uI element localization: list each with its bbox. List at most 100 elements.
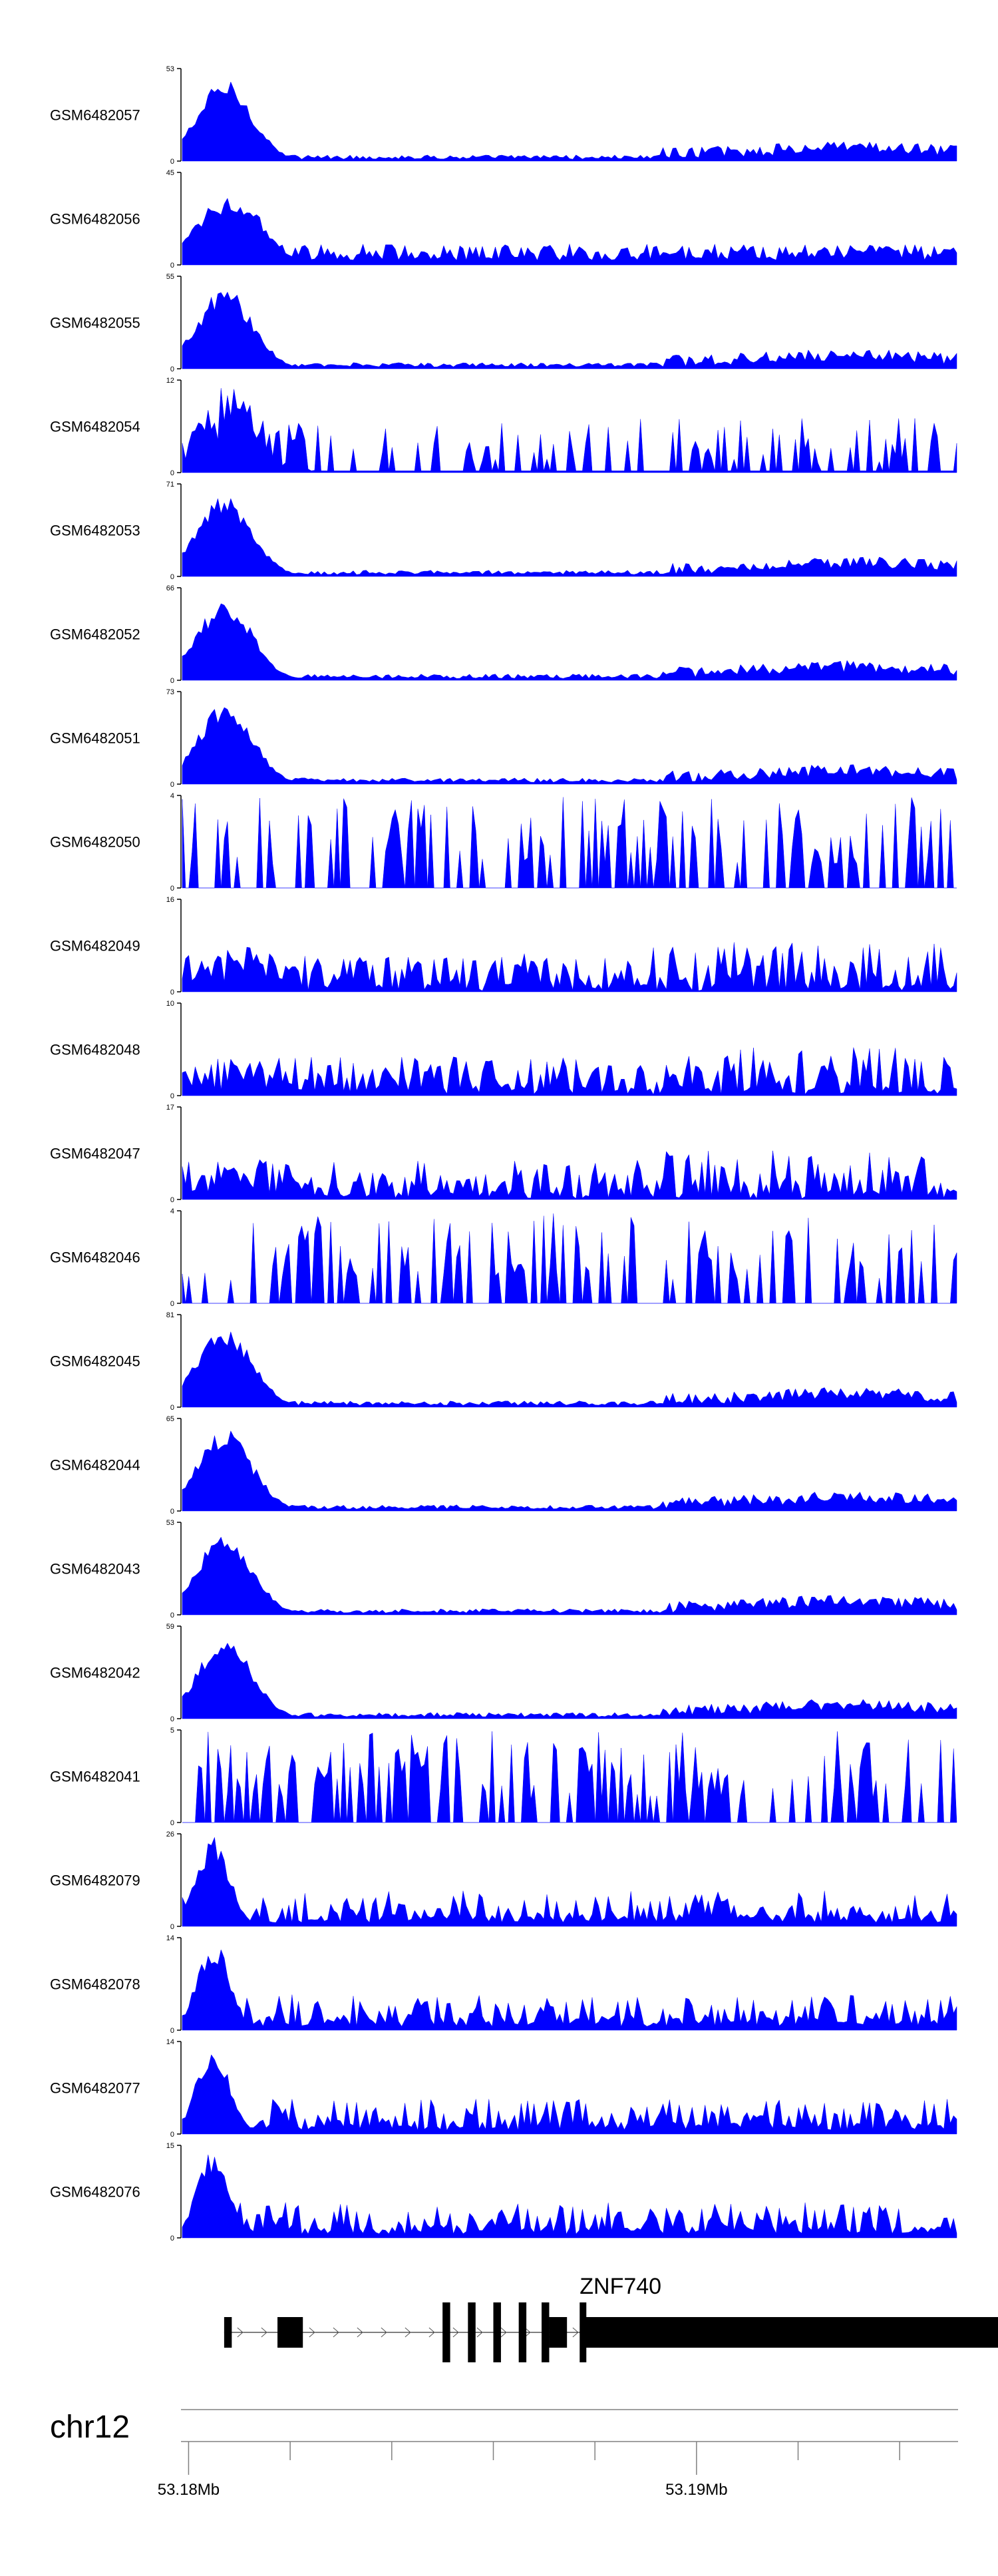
gene-exon xyxy=(584,2317,998,2348)
track-label: GSM6482077 xyxy=(50,2080,140,2097)
track-label: GSM6482076 xyxy=(50,2184,140,2201)
track-ymin-label: 0 xyxy=(170,677,174,685)
track-GSM6482050: GSM6482050 4 0 xyxy=(50,792,957,893)
signal-area xyxy=(182,1836,957,1927)
track-ymax-label: 14 xyxy=(166,2038,174,2046)
signal-area xyxy=(182,1430,957,1512)
signal-area xyxy=(182,1047,957,1096)
track-ymax-label: 10 xyxy=(166,1000,174,1008)
signal-area xyxy=(182,388,957,473)
signal-area xyxy=(182,1642,957,1719)
genome-axis: chr12 53.18Mb 53.19Mb xyxy=(50,2409,958,2499)
track-label: GSM6482041 xyxy=(50,1769,140,1785)
track-ymin-label: 0 xyxy=(170,573,174,581)
track-ymin-label: 0 xyxy=(170,2131,174,2139)
gene-model: ZNF740 xyxy=(224,2274,998,2362)
track-ymax-label: 4 xyxy=(170,1207,174,1215)
signal-area xyxy=(182,1949,957,2031)
track-label: GSM6482078 xyxy=(50,1976,140,1993)
track-ymin-label: 0 xyxy=(170,2027,174,2035)
track-ymin-label: 0 xyxy=(170,781,174,789)
track-ymin-label: 0 xyxy=(170,1611,174,1619)
track-ymax-label: 81 xyxy=(166,1311,174,1319)
track-ymax-label: 5 xyxy=(170,1727,174,1735)
track-label: GSM6482047 xyxy=(50,1146,140,1162)
signal-area xyxy=(182,81,957,162)
strand-arrow xyxy=(428,2327,435,2338)
track-GSM6482055: GSM6482055 55 0 xyxy=(50,273,957,373)
signal-area xyxy=(182,498,957,577)
x-tick-label: 53.18Mb xyxy=(158,2481,220,2499)
track-ymin-label: 0 xyxy=(170,1923,174,1931)
track-label: GSM6482079 xyxy=(50,1872,140,1889)
track-ymax-label: 12 xyxy=(166,377,174,385)
strand-arrow xyxy=(476,2327,483,2338)
track-label: GSM6482048 xyxy=(50,1042,140,1058)
track-ymin-label: 0 xyxy=(170,1300,174,1308)
strand-arrow xyxy=(524,2327,531,2338)
signal-area xyxy=(182,1731,957,1823)
signal-area xyxy=(182,797,957,889)
track-ymin-label: 0 xyxy=(170,988,174,996)
track-GSM6482043: GSM6482043 53 0 xyxy=(50,1519,957,1619)
track-GSM6482048: GSM6482048 10 0 xyxy=(50,1000,957,1100)
track-GSM6482079: GSM6482079 26 0 xyxy=(50,1830,957,1931)
strand-arrow xyxy=(237,2327,244,2338)
track-label: GSM6482057 xyxy=(50,107,140,124)
track-GSM6482052: GSM6482052 66 0 xyxy=(50,584,957,685)
track-label: GSM6482052 xyxy=(50,626,140,643)
track-label: GSM6482054 xyxy=(50,419,140,435)
track-ymax-label: 45 xyxy=(166,169,174,177)
track-ymin-label: 0 xyxy=(170,1092,174,1100)
signal-area xyxy=(182,2054,957,2135)
signal-area xyxy=(182,292,957,369)
track-GSM6482042: GSM6482042 59 0 xyxy=(50,1623,957,1723)
gene-exon xyxy=(277,2317,303,2348)
strand-arrow xyxy=(333,2327,339,2338)
track-ymin-label: 0 xyxy=(170,1404,174,1412)
track-label: GSM6482046 xyxy=(50,1249,140,1266)
track-GSM6482051: GSM6482051 73 0 xyxy=(50,688,957,789)
signal-area xyxy=(182,1213,957,1304)
track-ymin-label: 0 xyxy=(170,365,174,373)
strand-arrow xyxy=(357,2327,363,2338)
signal-area xyxy=(182,942,957,992)
track-ymax-label: 53 xyxy=(166,65,174,73)
track-ymax-label: 59 xyxy=(166,1623,174,1631)
track-ymax-label: 55 xyxy=(166,273,174,281)
track-ymax-label: 26 xyxy=(166,1830,174,1838)
track-ymin-label: 0 xyxy=(170,2235,174,2243)
track-ymax-label: 14 xyxy=(166,1934,174,1942)
strand-arrow xyxy=(500,2327,507,2338)
track-GSM6482046: GSM6482046 4 0 xyxy=(50,1207,957,1308)
strand-arrow xyxy=(309,2327,315,2338)
chromosome-label: chr12 xyxy=(50,2410,130,2445)
track-GSM6482054: GSM6482054 12 0 xyxy=(50,377,957,477)
track-ymin-label: 0 xyxy=(170,158,174,166)
signal-area xyxy=(182,707,957,785)
track-GSM6482047: GSM6482047 17 0 xyxy=(50,1104,957,1204)
track-ymax-label: 53 xyxy=(166,1519,174,1527)
track-label: GSM6482043 xyxy=(50,1561,140,1578)
track-GSM6482056: GSM6482056 45 0 xyxy=(50,169,957,270)
gene-exon xyxy=(442,2302,450,2362)
track-GSM6482076: GSM6482076 15 0 xyxy=(50,2142,957,2243)
track-label: GSM6482055 xyxy=(50,315,140,331)
track-ymin-label: 0 xyxy=(170,1196,174,1204)
track-GSM6482078: GSM6482078 14 0 xyxy=(50,1934,957,2035)
track-ymin-label: 0 xyxy=(170,1508,174,1516)
signal-area xyxy=(182,1536,957,1615)
track-ymin-label: 0 xyxy=(170,469,174,477)
track-GSM6482077: GSM6482077 14 0 xyxy=(50,2038,957,2139)
track-ymax-label: 71 xyxy=(166,481,174,489)
track-GSM6482041: GSM6482041 5 0 xyxy=(50,1727,957,1827)
track-ymax-label: 16 xyxy=(166,896,174,904)
gene-exon xyxy=(549,2317,568,2348)
gene-exon xyxy=(468,2302,476,2362)
track-ymin-label: 0 xyxy=(170,1715,174,1723)
gene-exon xyxy=(224,2317,232,2348)
track-ymax-label: 4 xyxy=(170,792,174,800)
track-ymax-label: 17 xyxy=(166,1104,174,1112)
track-label: GSM6482045 xyxy=(50,1353,140,1370)
